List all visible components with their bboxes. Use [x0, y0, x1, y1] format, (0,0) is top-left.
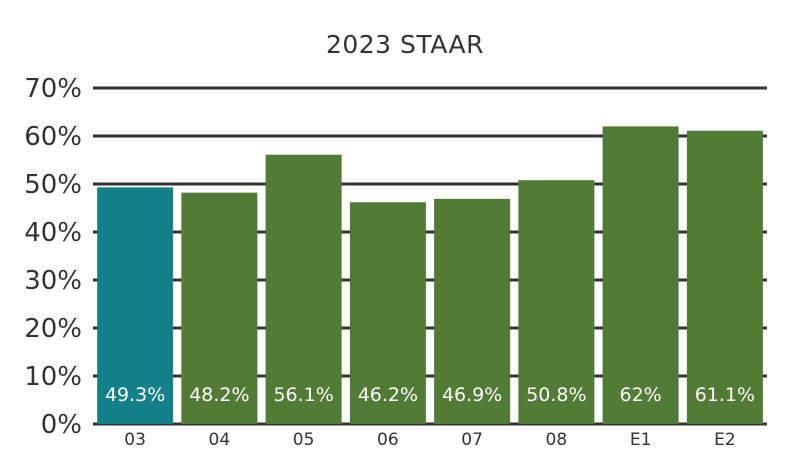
- chart-title: 2023 STAAR: [325, 30, 485, 59]
- x-tick-label: E2: [714, 430, 736, 450]
- x-tick-label: 07: [461, 430, 483, 450]
- bar-E2: [686, 130, 763, 424]
- data-labels: 49.3% 48.2% 56.1% 46.2% 46.9% 50.8% 62% 61.1%: [105, 384, 755, 406]
- data-label: 62%: [620, 384, 662, 406]
- x-axis-ticks: 03 04 05 06 07 08 E1 E2: [124, 430, 735, 450]
- y-tick-label: 50%: [24, 170, 82, 200]
- bar-06: [349, 202, 426, 424]
- x-tick-label: 03: [124, 430, 146, 450]
- data-label: 56.1%: [273, 384, 333, 406]
- bar-03: [97, 187, 174, 424]
- data-label: 46.2%: [358, 384, 418, 406]
- y-tick-label: 40%: [24, 218, 82, 248]
- y-tick-label: 20%: [24, 314, 82, 344]
- bar-08: [518, 180, 595, 424]
- bar-05: [265, 154, 342, 424]
- y-tick-label: 30%: [24, 266, 82, 296]
- data-label: 46.9%: [442, 384, 502, 406]
- data-label: 50.8%: [526, 384, 586, 406]
- x-tick-label: 05: [293, 430, 315, 450]
- x-tick-label: E1: [630, 430, 652, 450]
- bar-07: [434, 198, 511, 424]
- y-tick-label: 0%: [41, 410, 82, 440]
- data-label: 48.2%: [189, 384, 249, 406]
- x-tick-label: 06: [377, 430, 399, 450]
- bar-E1: [602, 126, 679, 425]
- x-tick-label: 04: [209, 430, 231, 450]
- x-tick-label: 08: [546, 430, 568, 450]
- y-axis-ticks: 0% 10% 20% 30% 40% 50% 60% 70%: [24, 74, 82, 440]
- bars: [97, 126, 763, 425]
- y-tick-label: 60%: [24, 122, 82, 152]
- data-label: 61.1%: [695, 384, 755, 406]
- bar-04: [181, 192, 258, 424]
- y-tick-label: 10%: [24, 362, 82, 392]
- y-tick-label: 70%: [24, 74, 82, 104]
- data-label: 49.3%: [105, 384, 165, 406]
